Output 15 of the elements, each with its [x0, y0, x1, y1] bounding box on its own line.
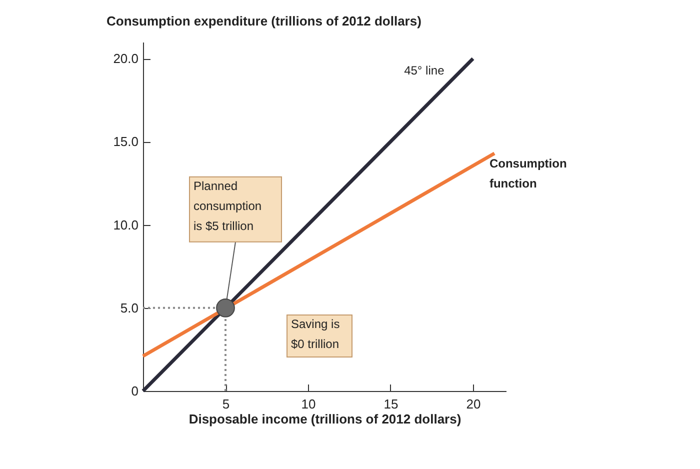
- y-tick-label: 0: [131, 384, 138, 398]
- y-tick-label: 15.0: [113, 134, 138, 150]
- y-tick-label: 10.0: [113, 217, 138, 232]
- y-tick-label: 5.0: [120, 300, 138, 316]
- y-axis-title: Consumption expenditure (trillions of 2012 dollars): [106, 14, 422, 28]
- x-tick-label: 15: [384, 396, 398, 412]
- x-axis-title: Disposable income (trillions of 2012 dollars): [188, 412, 462, 426]
- y-tick-label: 20.0: [113, 51, 138, 66]
- x-tick-label: 5: [222, 396, 230, 412]
- annotation: Consumption function: [489, 156, 567, 190]
- annotation: 45° line: [404, 64, 445, 78]
- annotation: Saving is $0 trillion: [291, 317, 340, 351]
- x-tick-label: 10: [301, 396, 316, 412]
- annotation: Planned consumption is $5 trillion: [194, 178, 262, 233]
- x-tick-label: 20: [466, 396, 481, 412]
